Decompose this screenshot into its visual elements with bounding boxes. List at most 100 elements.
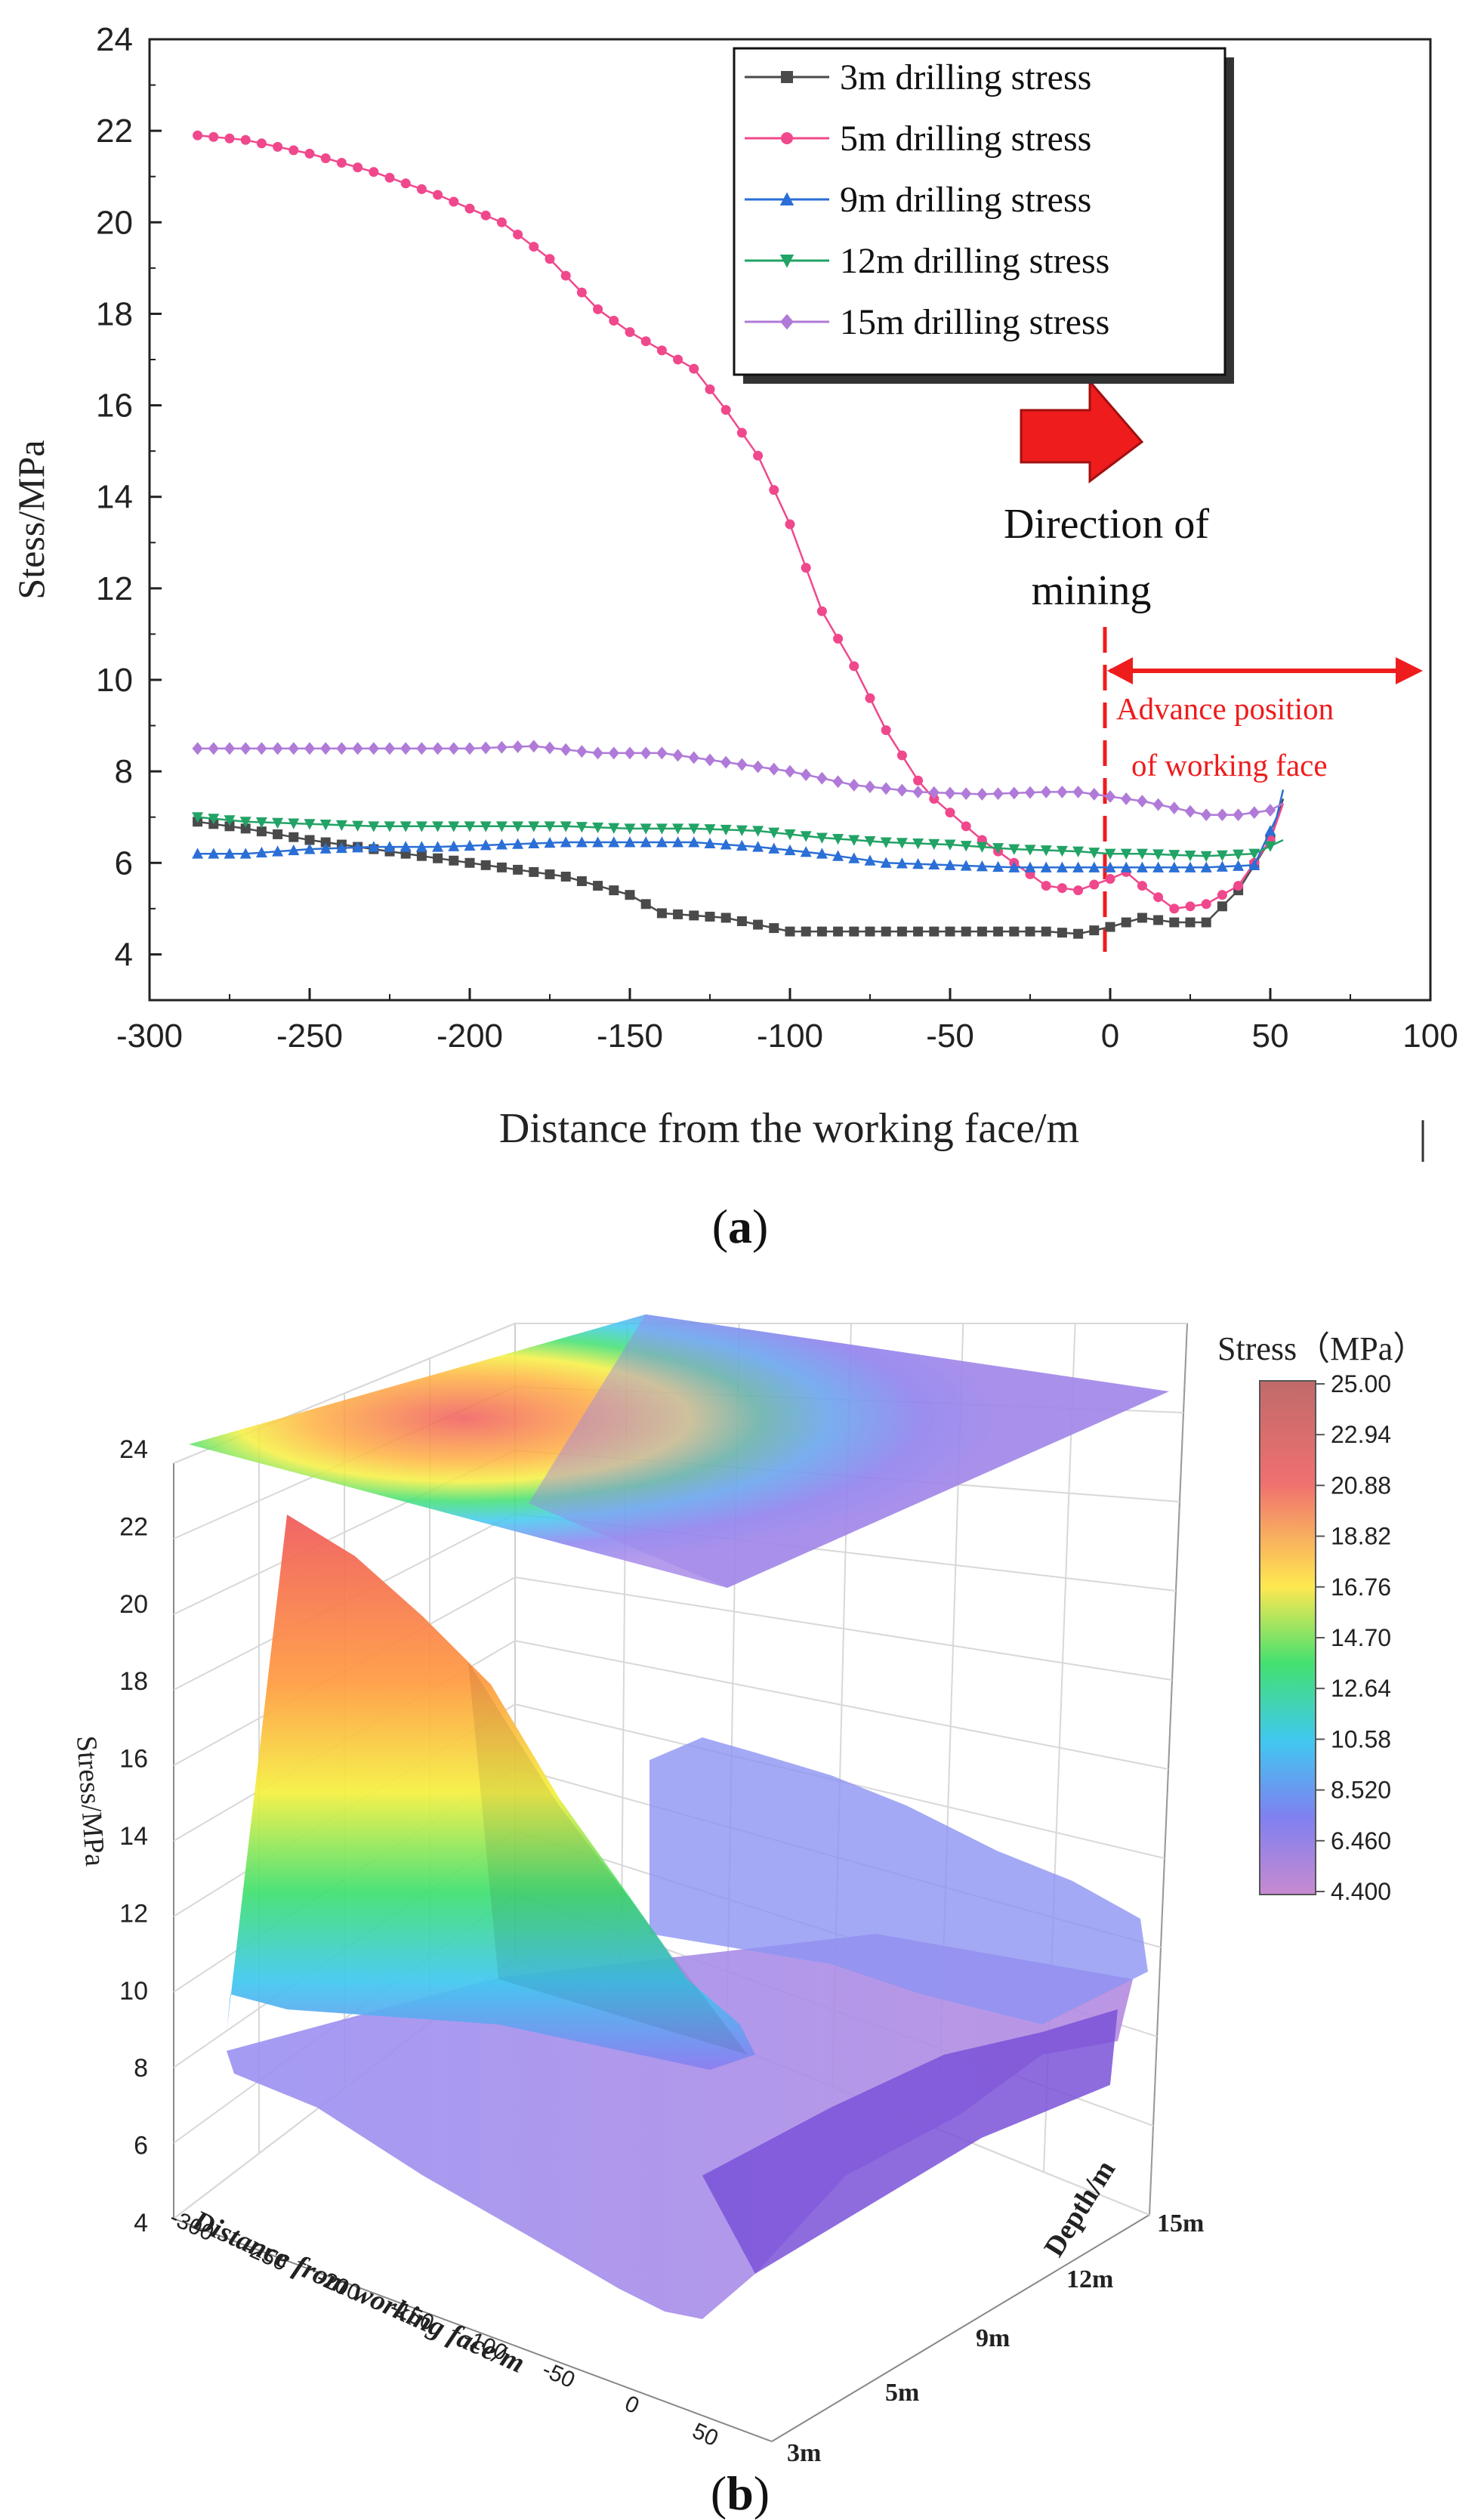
data-point xyxy=(848,852,860,863)
data-point xyxy=(736,758,748,771)
data-point xyxy=(528,821,540,832)
x-axis-label: Distance from working face/m xyxy=(187,2204,529,2379)
y-axis-label: Stess/MPa xyxy=(10,440,52,599)
data-point xyxy=(544,836,556,848)
data-point xyxy=(320,837,331,848)
data-point xyxy=(673,909,683,919)
data-point xyxy=(1233,808,1244,822)
data-point xyxy=(945,808,955,818)
data-point xyxy=(593,881,603,891)
data-point xyxy=(656,836,668,848)
data-point xyxy=(304,835,315,845)
data-point xyxy=(448,840,460,851)
data-point xyxy=(881,926,891,937)
data-point xyxy=(896,783,908,797)
data-point xyxy=(256,742,267,755)
data-point xyxy=(928,786,940,799)
data-point xyxy=(1201,917,1211,928)
data-point xyxy=(896,750,907,761)
data-point xyxy=(1185,901,1196,912)
data-point xyxy=(288,145,299,156)
data-point xyxy=(992,787,1004,801)
data-point xyxy=(480,741,492,755)
data-point xyxy=(224,742,236,755)
data-point xyxy=(512,821,524,832)
data-point xyxy=(1008,786,1020,800)
data-point xyxy=(512,740,523,754)
data-point xyxy=(864,780,876,794)
data-point xyxy=(1137,881,1147,891)
data-point xyxy=(192,742,203,755)
panel-a-chart: 4 6 8 10 12 14 16 18 20 22 24 -300 -250 -200 -150 -100… xyxy=(10,21,1458,1253)
data-point xyxy=(1200,861,1212,872)
data-point xyxy=(976,860,988,872)
data-point xyxy=(272,742,283,755)
data-point xyxy=(1153,915,1164,925)
data-point xyxy=(1201,808,1212,822)
x-tick-label: -150 xyxy=(597,1018,663,1055)
data-point xyxy=(1040,845,1052,857)
data-point xyxy=(832,833,844,845)
data-point xyxy=(688,823,700,835)
advance-position-arrow xyxy=(1107,657,1423,684)
data-point xyxy=(1185,917,1196,928)
data-point xyxy=(336,742,347,755)
data-point xyxy=(448,821,460,832)
data-point xyxy=(912,785,924,798)
data-point xyxy=(336,158,347,168)
colorbar-tick-label: 14.70 xyxy=(1331,1624,1391,1651)
data-point xyxy=(192,848,204,859)
data-point xyxy=(1201,899,1211,909)
data-point xyxy=(960,841,972,852)
data-point xyxy=(928,858,940,870)
data-point xyxy=(736,825,748,836)
data-point xyxy=(353,162,363,173)
z-tick-label: 14 xyxy=(119,1822,148,1851)
data-point xyxy=(415,841,427,852)
data-point xyxy=(480,210,491,221)
panel-a-label: (a) xyxy=(712,1200,769,1253)
data-point xyxy=(720,838,732,850)
data-point xyxy=(816,926,827,937)
data-point xyxy=(433,853,443,863)
data-point xyxy=(865,926,875,937)
data-point xyxy=(224,848,236,859)
x-axis-label: Distance from the working face/m xyxy=(499,1105,1079,1152)
data-point xyxy=(593,304,603,314)
data-point xyxy=(945,926,955,937)
data-point xyxy=(768,762,779,776)
data-point xyxy=(944,839,956,851)
data-point xyxy=(1216,860,1228,872)
top-projection-right xyxy=(529,1314,1169,1588)
stray-mark: | xyxy=(1418,1112,1427,1162)
data-point xyxy=(400,841,412,852)
data-point xyxy=(1184,861,1196,872)
data-point xyxy=(192,812,204,823)
data-point xyxy=(1072,861,1085,872)
series-4 xyxy=(192,812,1284,862)
data-point xyxy=(832,775,844,789)
data-point xyxy=(464,857,475,868)
data-point xyxy=(433,190,443,200)
data-point xyxy=(335,820,347,832)
data-point xyxy=(800,846,812,857)
data-point xyxy=(464,821,476,832)
x-tick-label: -50 xyxy=(926,1018,974,1055)
data-point xyxy=(273,141,283,152)
legend-marker xyxy=(781,132,793,144)
data-point xyxy=(608,746,619,760)
data-point xyxy=(464,203,475,214)
data-point xyxy=(896,838,908,849)
data-point xyxy=(816,848,828,859)
y-tick-label: 16 xyxy=(96,388,133,425)
data-point xyxy=(1120,861,1132,872)
data-point xyxy=(449,855,459,866)
colorbar-tick-labels: 25.00 22.94 20.88 18.82 16.76 14.70 12.64 10.58… xyxy=(1316,1370,1391,1905)
data-point xyxy=(993,926,1004,937)
data-point xyxy=(624,823,636,835)
data-point xyxy=(560,871,571,882)
data-point xyxy=(400,821,412,832)
colorbar-tick-label: 20.88 xyxy=(1331,1472,1391,1499)
data-point xyxy=(352,842,364,853)
